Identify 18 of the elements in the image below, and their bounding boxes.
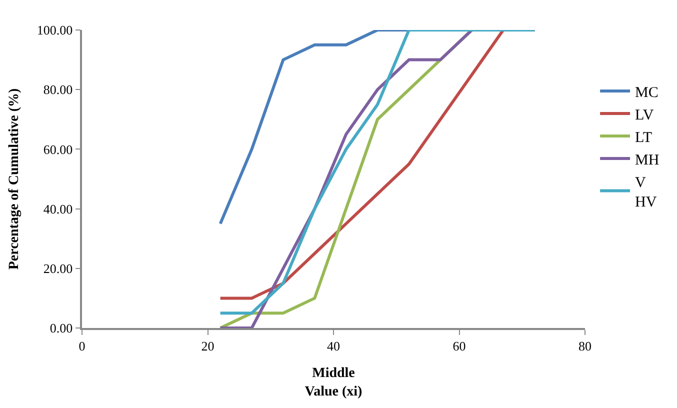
x-tick-label: 60 — [452, 338, 466, 354]
x-tick-label: 20 — [201, 338, 214, 354]
y-axis-title: Percentage of Cumulative (%) — [7, 88, 22, 270]
y-tick-label: 100.00 — [36, 22, 73, 38]
x-axis-title: Middle Value (xi) — [304, 366, 363, 400]
legend-label: LT — [635, 130, 652, 146]
y-tick-label: 20.00 — [43, 260, 73, 276]
y-tick-label: 60.00 — [43, 142, 73, 157]
x-tick-label: 40 — [327, 338, 340, 354]
x-tick-label: 0 — [78, 338, 86, 354]
y-tick-label: 80.00 — [43, 82, 73, 98]
legend-label: LV — [635, 107, 654, 124]
y-tick-label: 40.00 — [43, 201, 73, 216]
y-tick-label: 0.00 — [50, 320, 73, 336]
legend-label: MH — [635, 152, 660, 168]
x-tick-label: 80 — [578, 338, 592, 354]
legend-label: V HV — [635, 174, 657, 210]
legend-label: MC — [635, 84, 658, 101]
